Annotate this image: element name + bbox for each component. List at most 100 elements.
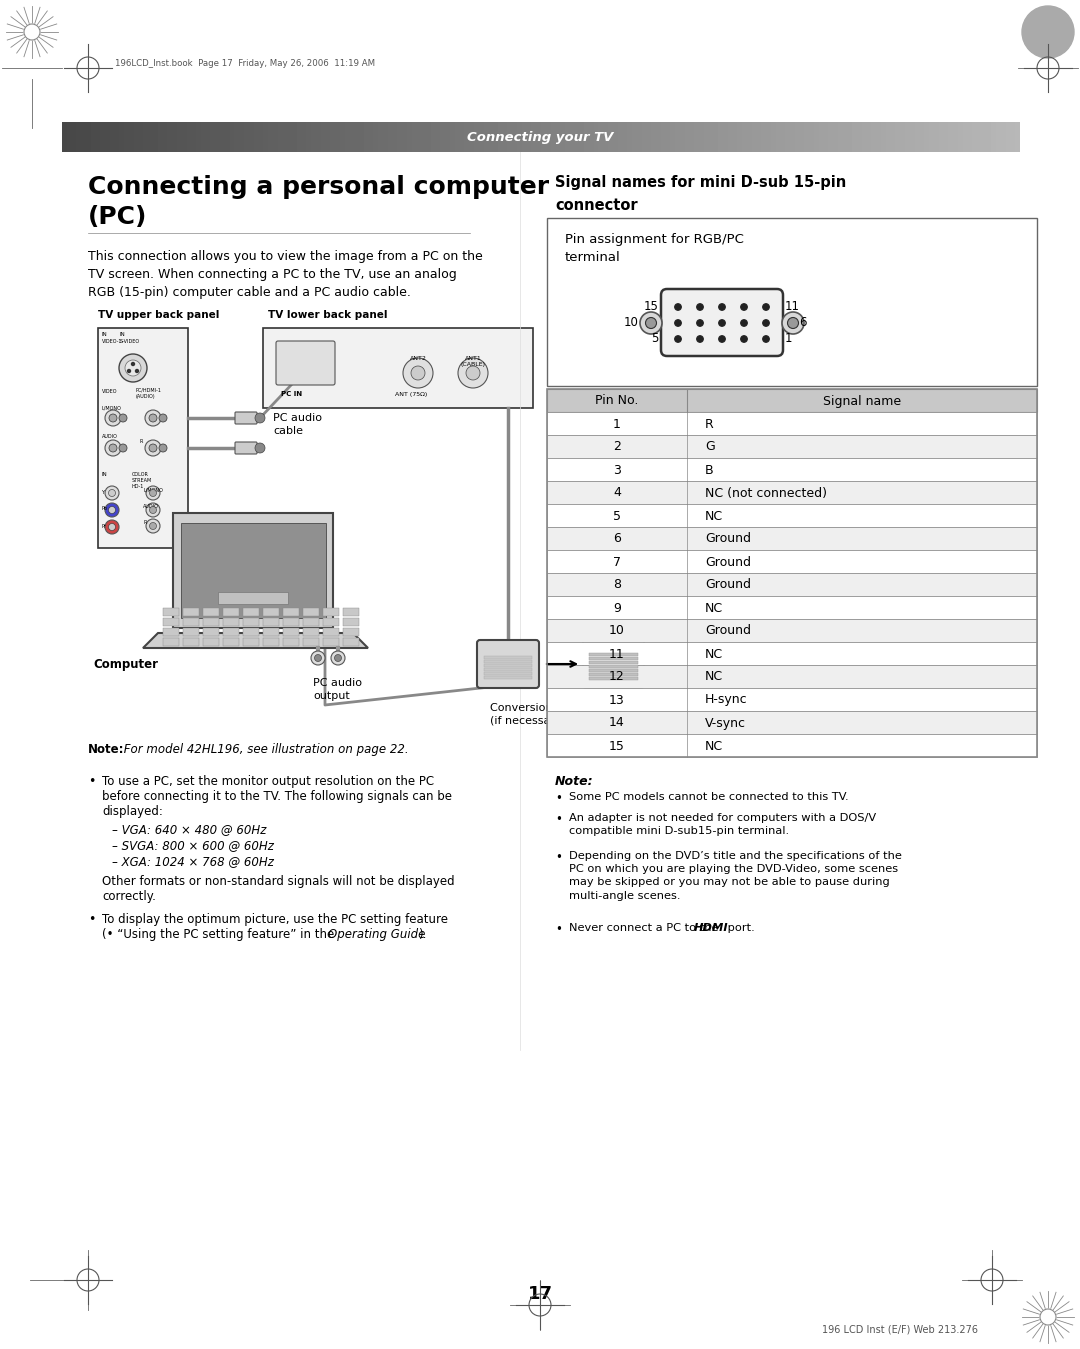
Circle shape bbox=[149, 490, 157, 496]
Text: Pb: Pb bbox=[102, 506, 107, 511]
Text: 15: 15 bbox=[609, 739, 625, 753]
Bar bbox=[163, 638, 179, 646]
Bar bbox=[484, 668, 532, 670]
Circle shape bbox=[646, 317, 657, 329]
Bar bbox=[222, 618, 239, 626]
Text: ANT2: ANT2 bbox=[409, 356, 427, 362]
Bar bbox=[264, 328, 534, 407]
Text: 6: 6 bbox=[799, 317, 807, 329]
Bar bbox=[589, 661, 638, 664]
Text: connector: connector bbox=[555, 198, 637, 213]
Text: NC: NC bbox=[705, 670, 724, 684]
Text: IN: IN bbox=[102, 332, 108, 337]
Circle shape bbox=[314, 654, 322, 661]
Bar bbox=[222, 638, 239, 646]
Bar bbox=[264, 629, 279, 635]
Text: •: • bbox=[555, 851, 562, 863]
Circle shape bbox=[146, 503, 160, 517]
Circle shape bbox=[105, 519, 119, 534]
Circle shape bbox=[719, 304, 725, 310]
Text: Connecting a personal computer: Connecting a personal computer bbox=[87, 175, 549, 200]
Text: 10: 10 bbox=[624, 317, 639, 329]
Text: NC: NC bbox=[705, 739, 724, 753]
Text: 8: 8 bbox=[613, 579, 621, 591]
Bar bbox=[546, 619, 1037, 642]
Text: ANT1
(CABLE): ANT1 (CABLE) bbox=[460, 356, 486, 367]
Circle shape bbox=[697, 320, 703, 326]
Circle shape bbox=[335, 654, 341, 661]
Bar bbox=[303, 608, 319, 616]
Circle shape bbox=[762, 336, 769, 343]
FancyBboxPatch shape bbox=[661, 289, 783, 356]
Circle shape bbox=[24, 24, 40, 40]
Circle shape bbox=[119, 353, 147, 382]
Circle shape bbox=[458, 357, 488, 389]
Circle shape bbox=[146, 519, 160, 533]
Text: H-sync: H-sync bbox=[705, 693, 747, 707]
Bar bbox=[546, 389, 1037, 411]
Text: NC (not connected): NC (not connected) bbox=[705, 487, 827, 499]
Bar bbox=[183, 618, 199, 626]
Text: 10: 10 bbox=[609, 625, 625, 638]
Bar bbox=[222, 608, 239, 616]
Circle shape bbox=[109, 444, 117, 452]
Text: Ground: Ground bbox=[705, 556, 751, 568]
Bar bbox=[183, 629, 199, 635]
Circle shape bbox=[697, 304, 703, 310]
Text: (• “Using the PC setting feature” in the: (• “Using the PC setting feature” in the bbox=[102, 928, 338, 942]
Text: Pin assignment for RGB/PC: Pin assignment for RGB/PC bbox=[565, 233, 744, 246]
Bar bbox=[203, 608, 219, 616]
Bar bbox=[163, 608, 179, 616]
Text: Ground: Ground bbox=[705, 625, 751, 638]
Bar bbox=[484, 676, 532, 679]
Circle shape bbox=[782, 312, 804, 335]
Circle shape bbox=[719, 336, 725, 343]
Circle shape bbox=[762, 304, 769, 310]
Circle shape bbox=[105, 486, 119, 500]
Text: 17: 17 bbox=[527, 1286, 553, 1303]
Bar bbox=[546, 219, 1037, 386]
Bar bbox=[323, 629, 339, 635]
Text: 2: 2 bbox=[613, 441, 621, 453]
Bar bbox=[323, 608, 339, 616]
Text: terminal: terminal bbox=[565, 251, 621, 264]
Bar bbox=[546, 459, 1037, 482]
Bar bbox=[183, 638, 199, 646]
Circle shape bbox=[1022, 5, 1074, 58]
Circle shape bbox=[125, 360, 141, 376]
Text: COLOR: COLOR bbox=[132, 472, 149, 478]
Circle shape bbox=[330, 652, 345, 665]
Text: HDMI: HDMI bbox=[693, 923, 728, 934]
Text: TV lower back panel: TV lower back panel bbox=[268, 310, 388, 320]
Text: 3: 3 bbox=[613, 464, 621, 476]
Circle shape bbox=[1040, 1309, 1056, 1325]
Circle shape bbox=[149, 444, 157, 452]
Text: Y: Y bbox=[102, 490, 104, 495]
Text: ).: ). bbox=[418, 928, 427, 942]
Text: •: • bbox=[555, 792, 562, 805]
Circle shape bbox=[109, 414, 117, 422]
Bar bbox=[243, 629, 259, 635]
Text: •: • bbox=[555, 923, 562, 936]
Bar bbox=[264, 608, 279, 616]
Bar bbox=[243, 608, 259, 616]
Bar bbox=[264, 618, 279, 626]
Text: Signal name: Signal name bbox=[823, 394, 901, 407]
Text: To display the optimum picture, use the PC setting feature: To display the optimum picture, use the … bbox=[102, 913, 448, 925]
Bar bbox=[546, 688, 1037, 711]
Circle shape bbox=[675, 320, 681, 326]
Bar bbox=[343, 629, 359, 635]
Text: (PC): (PC) bbox=[87, 205, 147, 229]
Circle shape bbox=[675, 336, 681, 343]
Circle shape bbox=[105, 503, 119, 517]
Text: L/MONO: L/MONO bbox=[102, 406, 122, 411]
Text: To use a PC, set the monitor output resolution on the PC: To use a PC, set the monitor output reso… bbox=[102, 774, 434, 788]
Circle shape bbox=[108, 490, 116, 496]
Text: 4: 4 bbox=[613, 487, 621, 499]
Circle shape bbox=[719, 320, 725, 326]
Bar bbox=[243, 638, 259, 646]
Text: 1: 1 bbox=[785, 332, 793, 345]
Text: 1: 1 bbox=[613, 417, 621, 430]
Text: IN: IN bbox=[120, 332, 125, 337]
Bar bbox=[546, 482, 1037, 505]
